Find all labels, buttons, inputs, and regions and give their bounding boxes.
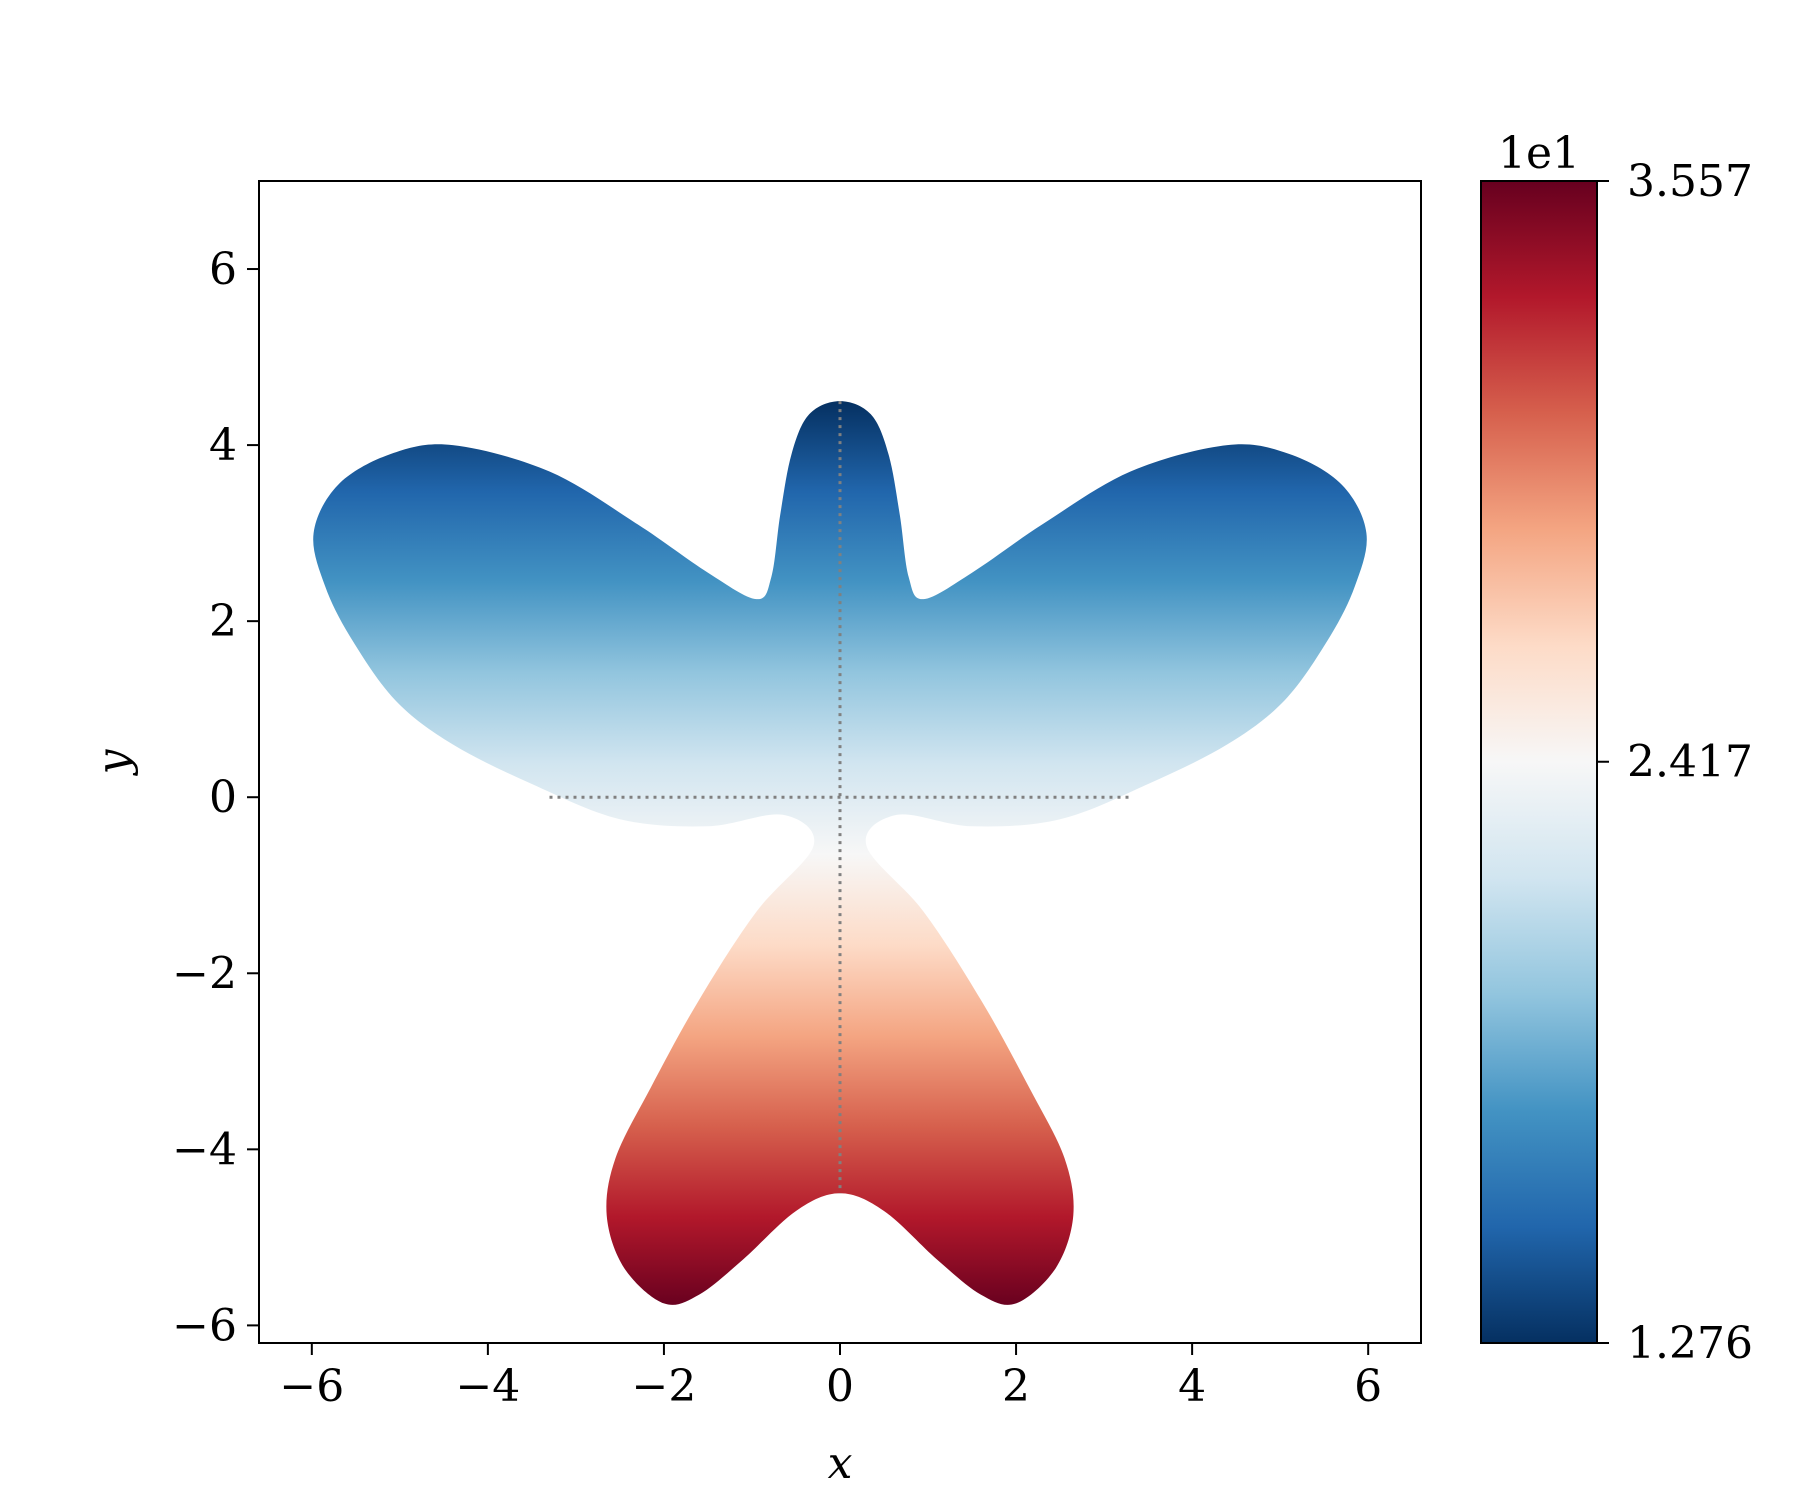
plot-area [313, 401, 1367, 1305]
colorbar-tick-label: 2.417 [1627, 737, 1753, 788]
x-tick-label: 4 [1178, 1361, 1206, 1412]
reference-lines [549, 401, 1131, 1194]
x-tick-label: 2 [1002, 1361, 1030, 1412]
y-tick-label: −4 [172, 1124, 237, 1175]
colorbar: 1e1 1.276 2.417 3.557 [1480, 128, 1753, 1369]
x-tick-label: 0 [826, 1361, 854, 1412]
x-tick-label: 6 [1354, 1361, 1382, 1412]
y-axis: −6 −4 −2 0 2 4 6 [172, 244, 259, 1351]
x-tick-label: −2 [632, 1361, 697, 1412]
y-tick-label: 0 [209, 772, 237, 823]
colorbar-gradient [1480, 180, 1598, 1344]
colorbar-tick-label: 3.557 [1627, 156, 1753, 207]
x-tick-label: −4 [455, 1361, 520, 1412]
x-axis: −6 −4 −2 0 2 4 6 [279, 1343, 1382, 1412]
y-axis-label: y [88, 748, 139, 776]
y-tick-label: 6 [209, 244, 237, 295]
y-tick-label: 2 [209, 596, 237, 647]
colorbar-tick-label: 1.276 [1627, 1318, 1753, 1369]
scatter-shape [313, 401, 1367, 1305]
x-axis-label: x [828, 1438, 853, 1489]
colorbar-offset-label: 1e1 [1498, 128, 1580, 179]
x-tick-label: −6 [279, 1361, 344, 1412]
y-tick-label: −2 [172, 948, 237, 999]
colorbar-ticks: 1.276 2.417 3.557 [1597, 156, 1753, 1369]
y-tick-label: −6 [172, 1300, 237, 1351]
y-tick-label: 4 [209, 420, 237, 471]
